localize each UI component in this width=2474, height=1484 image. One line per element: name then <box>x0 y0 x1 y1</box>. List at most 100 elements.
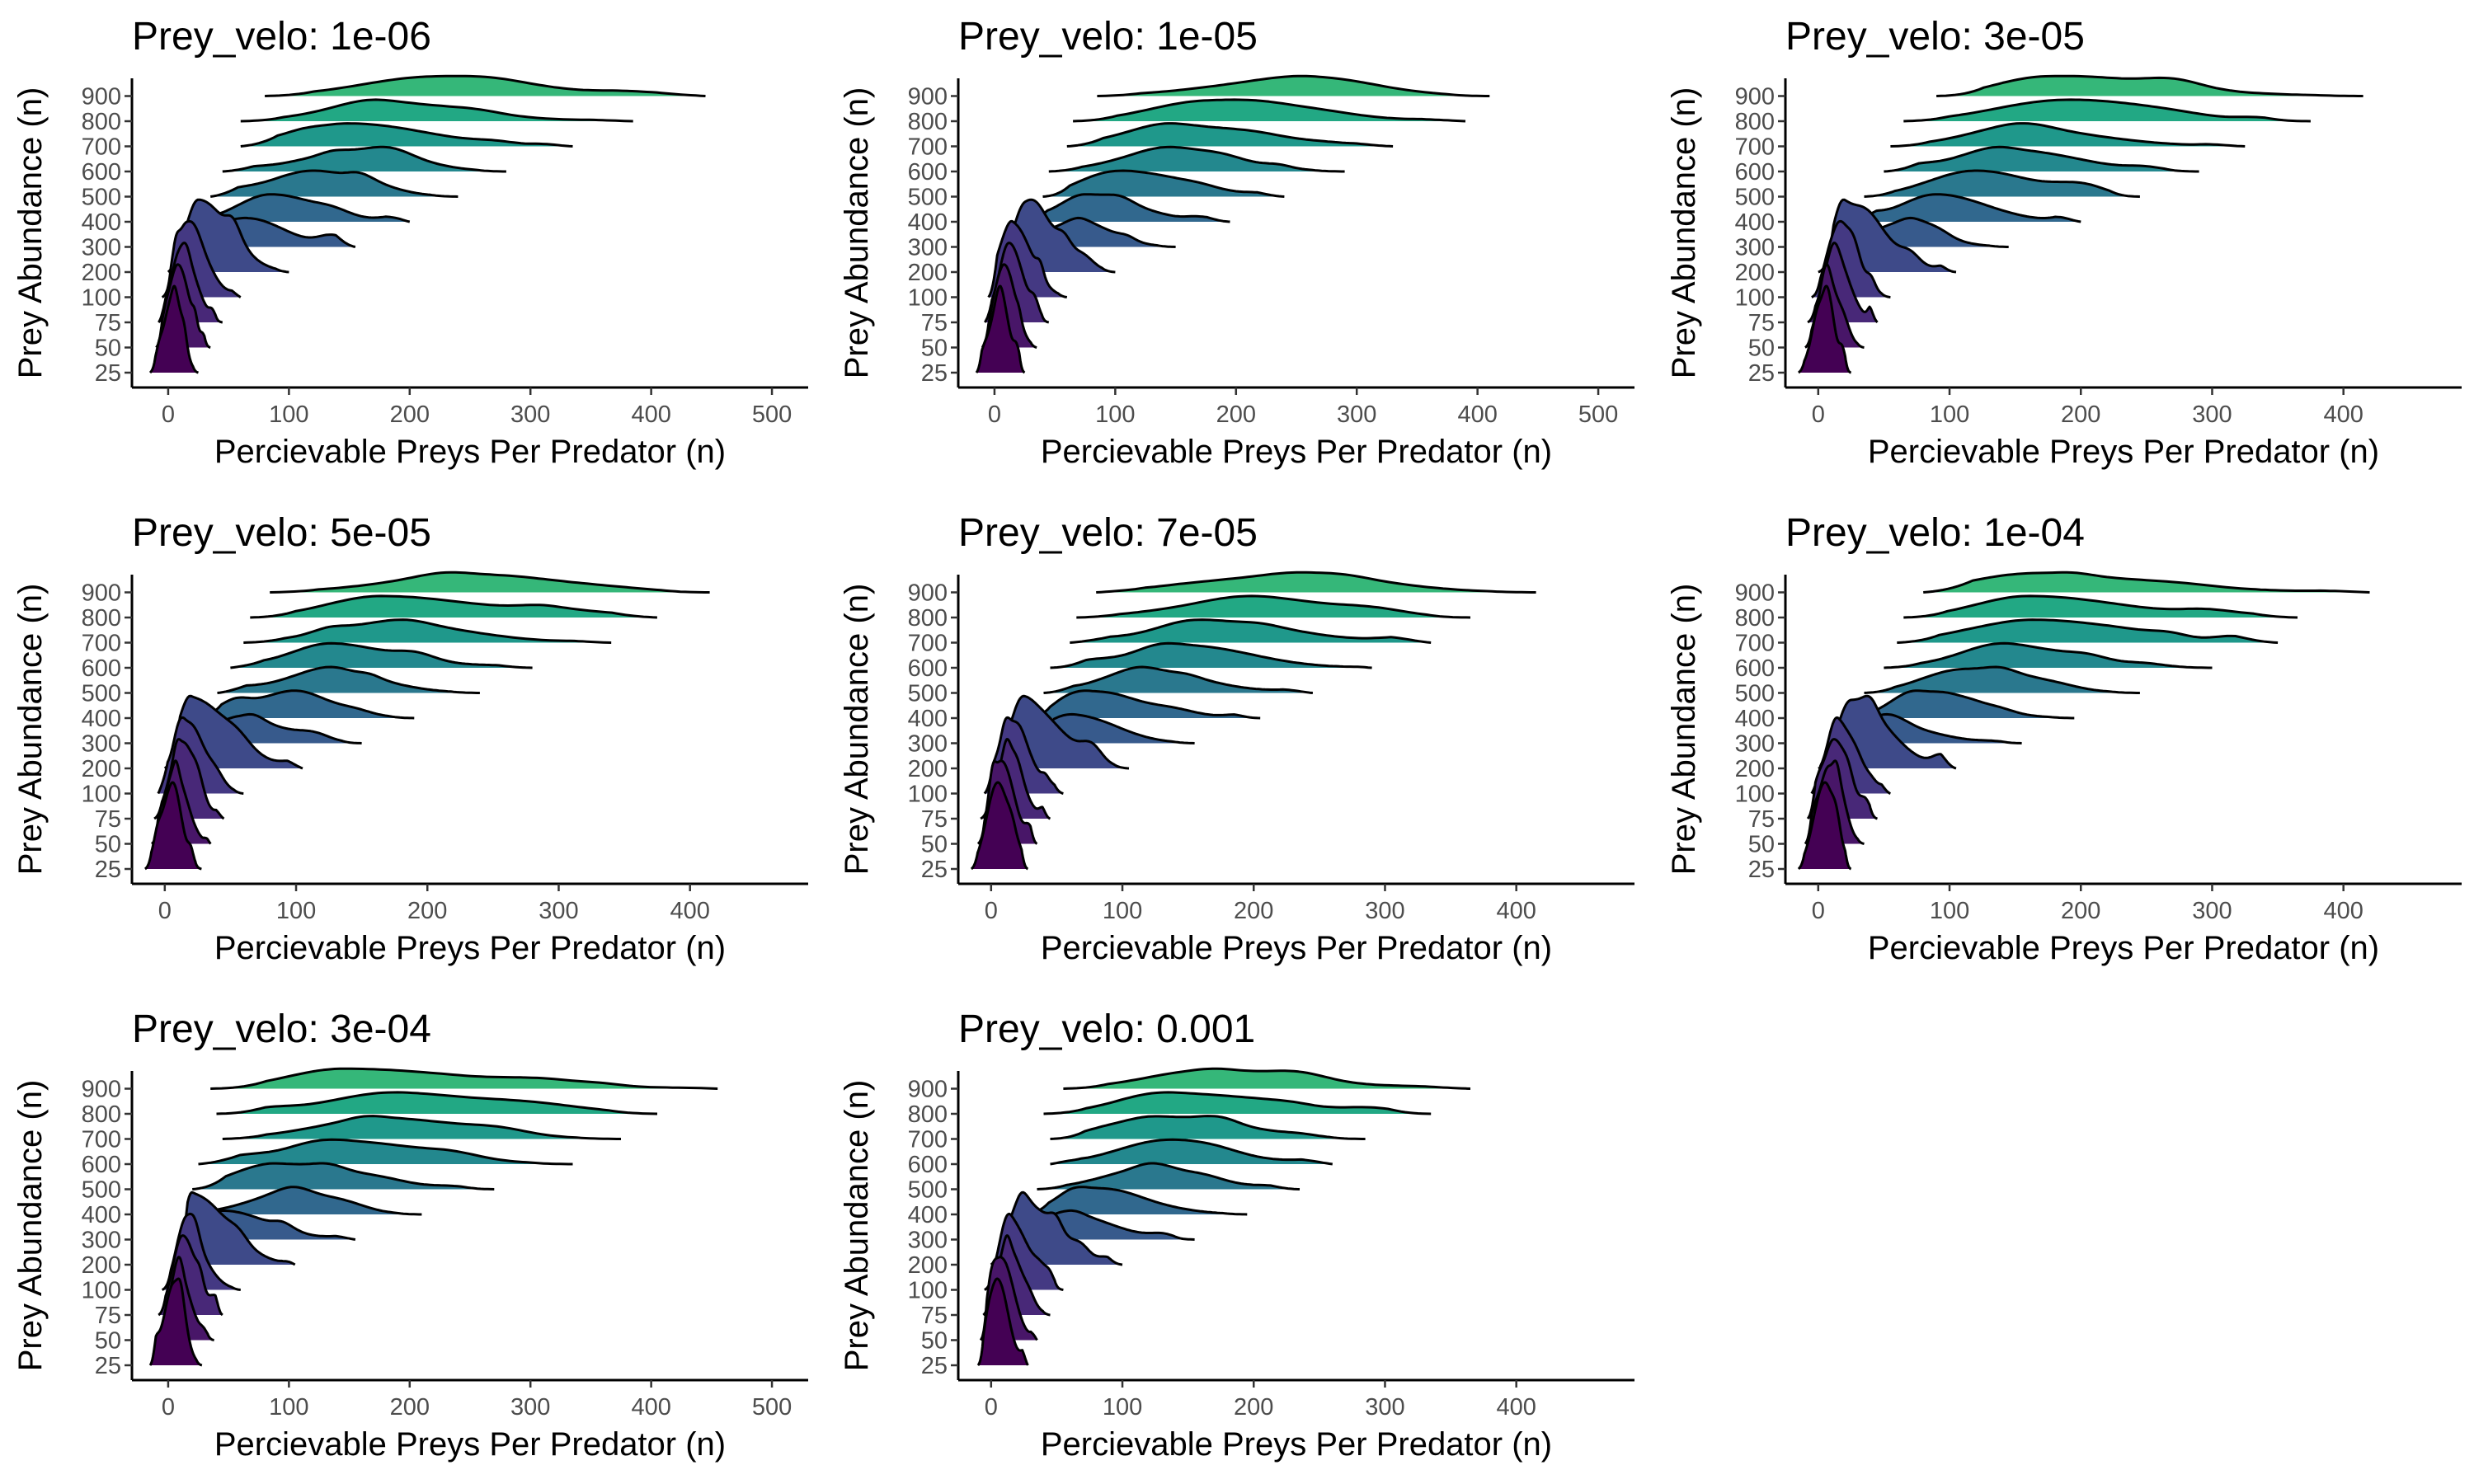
ridge-700 <box>1066 122 1394 148</box>
x-axis-title: Percievable Preys Per Predator (n) <box>214 434 726 470</box>
ridge-fill <box>1923 572 2370 593</box>
x-tick-label: 300 <box>1365 1394 1404 1421</box>
ridge-700 <box>1050 1115 1366 1140</box>
y-tick-label: 800 <box>908 109 948 135</box>
ridge-outline <box>1023 1186 1248 1216</box>
ridge-800 <box>1073 98 1466 123</box>
x-tick-label: 300 <box>1365 898 1404 924</box>
ridge-outline <box>970 781 1029 871</box>
y-tick-label: 200 <box>1735 756 1775 782</box>
x-tick-label: 100 <box>1930 402 1969 428</box>
ridge-fill <box>1050 643 1372 668</box>
ridge-outline <box>1798 284 1852 374</box>
ridge-400 <box>1851 689 2075 720</box>
y-tick-label: 25 <box>921 1353 948 1379</box>
ridge-outline <box>1923 571 2370 594</box>
y-tick-label: 900 <box>82 1077 121 1103</box>
ridge-fill <box>216 1092 657 1114</box>
ridge-fill <box>222 1115 621 1139</box>
ridge-fill <box>230 643 533 668</box>
panel-title: Prey_velo: 1e-06 <box>132 15 431 59</box>
y-axis-title: Prey Abundance (n) <box>839 87 875 379</box>
y-tick-label: 25 <box>1748 857 1775 883</box>
x-tick-label: 400 <box>2324 402 2363 428</box>
ridge-fill <box>1023 1186 1248 1214</box>
y-tick-label: 50 <box>95 1328 121 1355</box>
x-axis-title: Percievable Preys Per Predator (n) <box>214 1426 726 1463</box>
panel-title: Prey_velo: 3e-05 <box>1785 15 2085 59</box>
y-tick-label: 900 <box>82 580 121 607</box>
ridge-outline <box>1818 198 1957 274</box>
y-tick-label: 500 <box>82 185 121 211</box>
x-tick-label: 100 <box>1103 898 1142 924</box>
y-tick-label: 200 <box>82 260 121 286</box>
ridge-fill <box>197 690 415 718</box>
ridge-fill <box>240 99 633 121</box>
x-tick-label: 300 <box>510 402 550 428</box>
ridge-fill <box>1097 76 1490 96</box>
ridge-outline <box>191 193 411 223</box>
y-tick-label: 700 <box>82 631 121 657</box>
y-tick-label: 50 <box>921 336 948 362</box>
x-tick-label: 0 <box>158 898 172 924</box>
ridge-fill <box>1851 194 2081 222</box>
ridge-400 <box>1023 1186 1248 1216</box>
y-tick-label: 50 <box>95 336 121 362</box>
y-tick-label: 600 <box>82 159 121 186</box>
ridge-outline <box>173 1190 296 1266</box>
x-tick-label: 100 <box>1930 898 1969 924</box>
ridge-outline <box>976 1277 1029 1366</box>
y-tick-label: 500 <box>1735 185 1775 211</box>
y-tick-label: 400 <box>1735 209 1775 236</box>
x-tick-label: 100 <box>269 1394 308 1421</box>
x-tick-label: 0 <box>985 1394 998 1421</box>
ridge-outline <box>1023 689 1261 720</box>
ridge-900 <box>1096 571 1536 594</box>
ridge-outline <box>1043 665 1314 694</box>
ridge-outline <box>1024 193 1230 223</box>
ridge-fill <box>210 1068 718 1089</box>
ridge-500 <box>1042 169 1285 198</box>
y-tick-label: 100 <box>1735 782 1775 808</box>
panel-7: Prey_velo: 3e-04255075100200300400500600… <box>12 1007 808 1463</box>
y-tick-label: 200 <box>908 1252 948 1279</box>
ridge-fill <box>971 782 1028 869</box>
ridge-fill <box>1070 619 1432 643</box>
panel-1: Prey_velo: 1e-06255075100200300400500600… <box>12 15 808 470</box>
y-tick-label: 600 <box>1735 159 1775 186</box>
ridge-600 <box>1050 1138 1333 1166</box>
ridge-25 <box>976 1277 1029 1366</box>
ridge-700 <box>222 1115 621 1140</box>
y-tick-label: 600 <box>82 655 121 682</box>
x-tick-label: 400 <box>631 1394 670 1421</box>
ridge-outline <box>209 169 459 198</box>
ridge-outline <box>158 1234 223 1317</box>
ridge-600 <box>1884 641 2213 669</box>
y-tick-label: 500 <box>908 681 948 707</box>
ridge-25 <box>148 284 200 374</box>
ridge-outline <box>1063 1067 1471 1090</box>
y-axis-title: Prey Abundance (n) <box>839 1080 875 1372</box>
ridge-900 <box>1063 1067 1471 1090</box>
ridge-400 <box>197 689 415 720</box>
ridge-fill <box>222 147 506 171</box>
y-tick-label: 400 <box>908 706 948 732</box>
y-tick-label: 700 <box>82 1127 121 1153</box>
ridge-fill <box>1043 667 1313 693</box>
y-tick-label: 600 <box>908 1152 948 1178</box>
ridge-outline <box>1936 74 2363 97</box>
ridge-outline <box>144 781 203 871</box>
x-axis-title: Percievable Preys Per Predator (n) <box>1868 930 2379 966</box>
x-tick-label: 100 <box>269 402 308 428</box>
ridge-600 <box>1884 145 2199 173</box>
y-tick-label: 500 <box>82 681 121 707</box>
ridge-outline <box>1797 781 1852 871</box>
ridge-fill <box>1884 643 2213 668</box>
ridge-fill <box>265 76 706 96</box>
y-tick-label: 100 <box>1735 285 1775 312</box>
ridge-fill <box>243 619 612 643</box>
panel-2: Prey_velo: 1e-05255075100200300400500600… <box>839 15 1634 470</box>
x-tick-label: 300 <box>539 898 578 924</box>
y-tick-label: 400 <box>908 209 948 236</box>
x-axis-title: Percievable Preys Per Predator (n) <box>1041 1426 1552 1463</box>
